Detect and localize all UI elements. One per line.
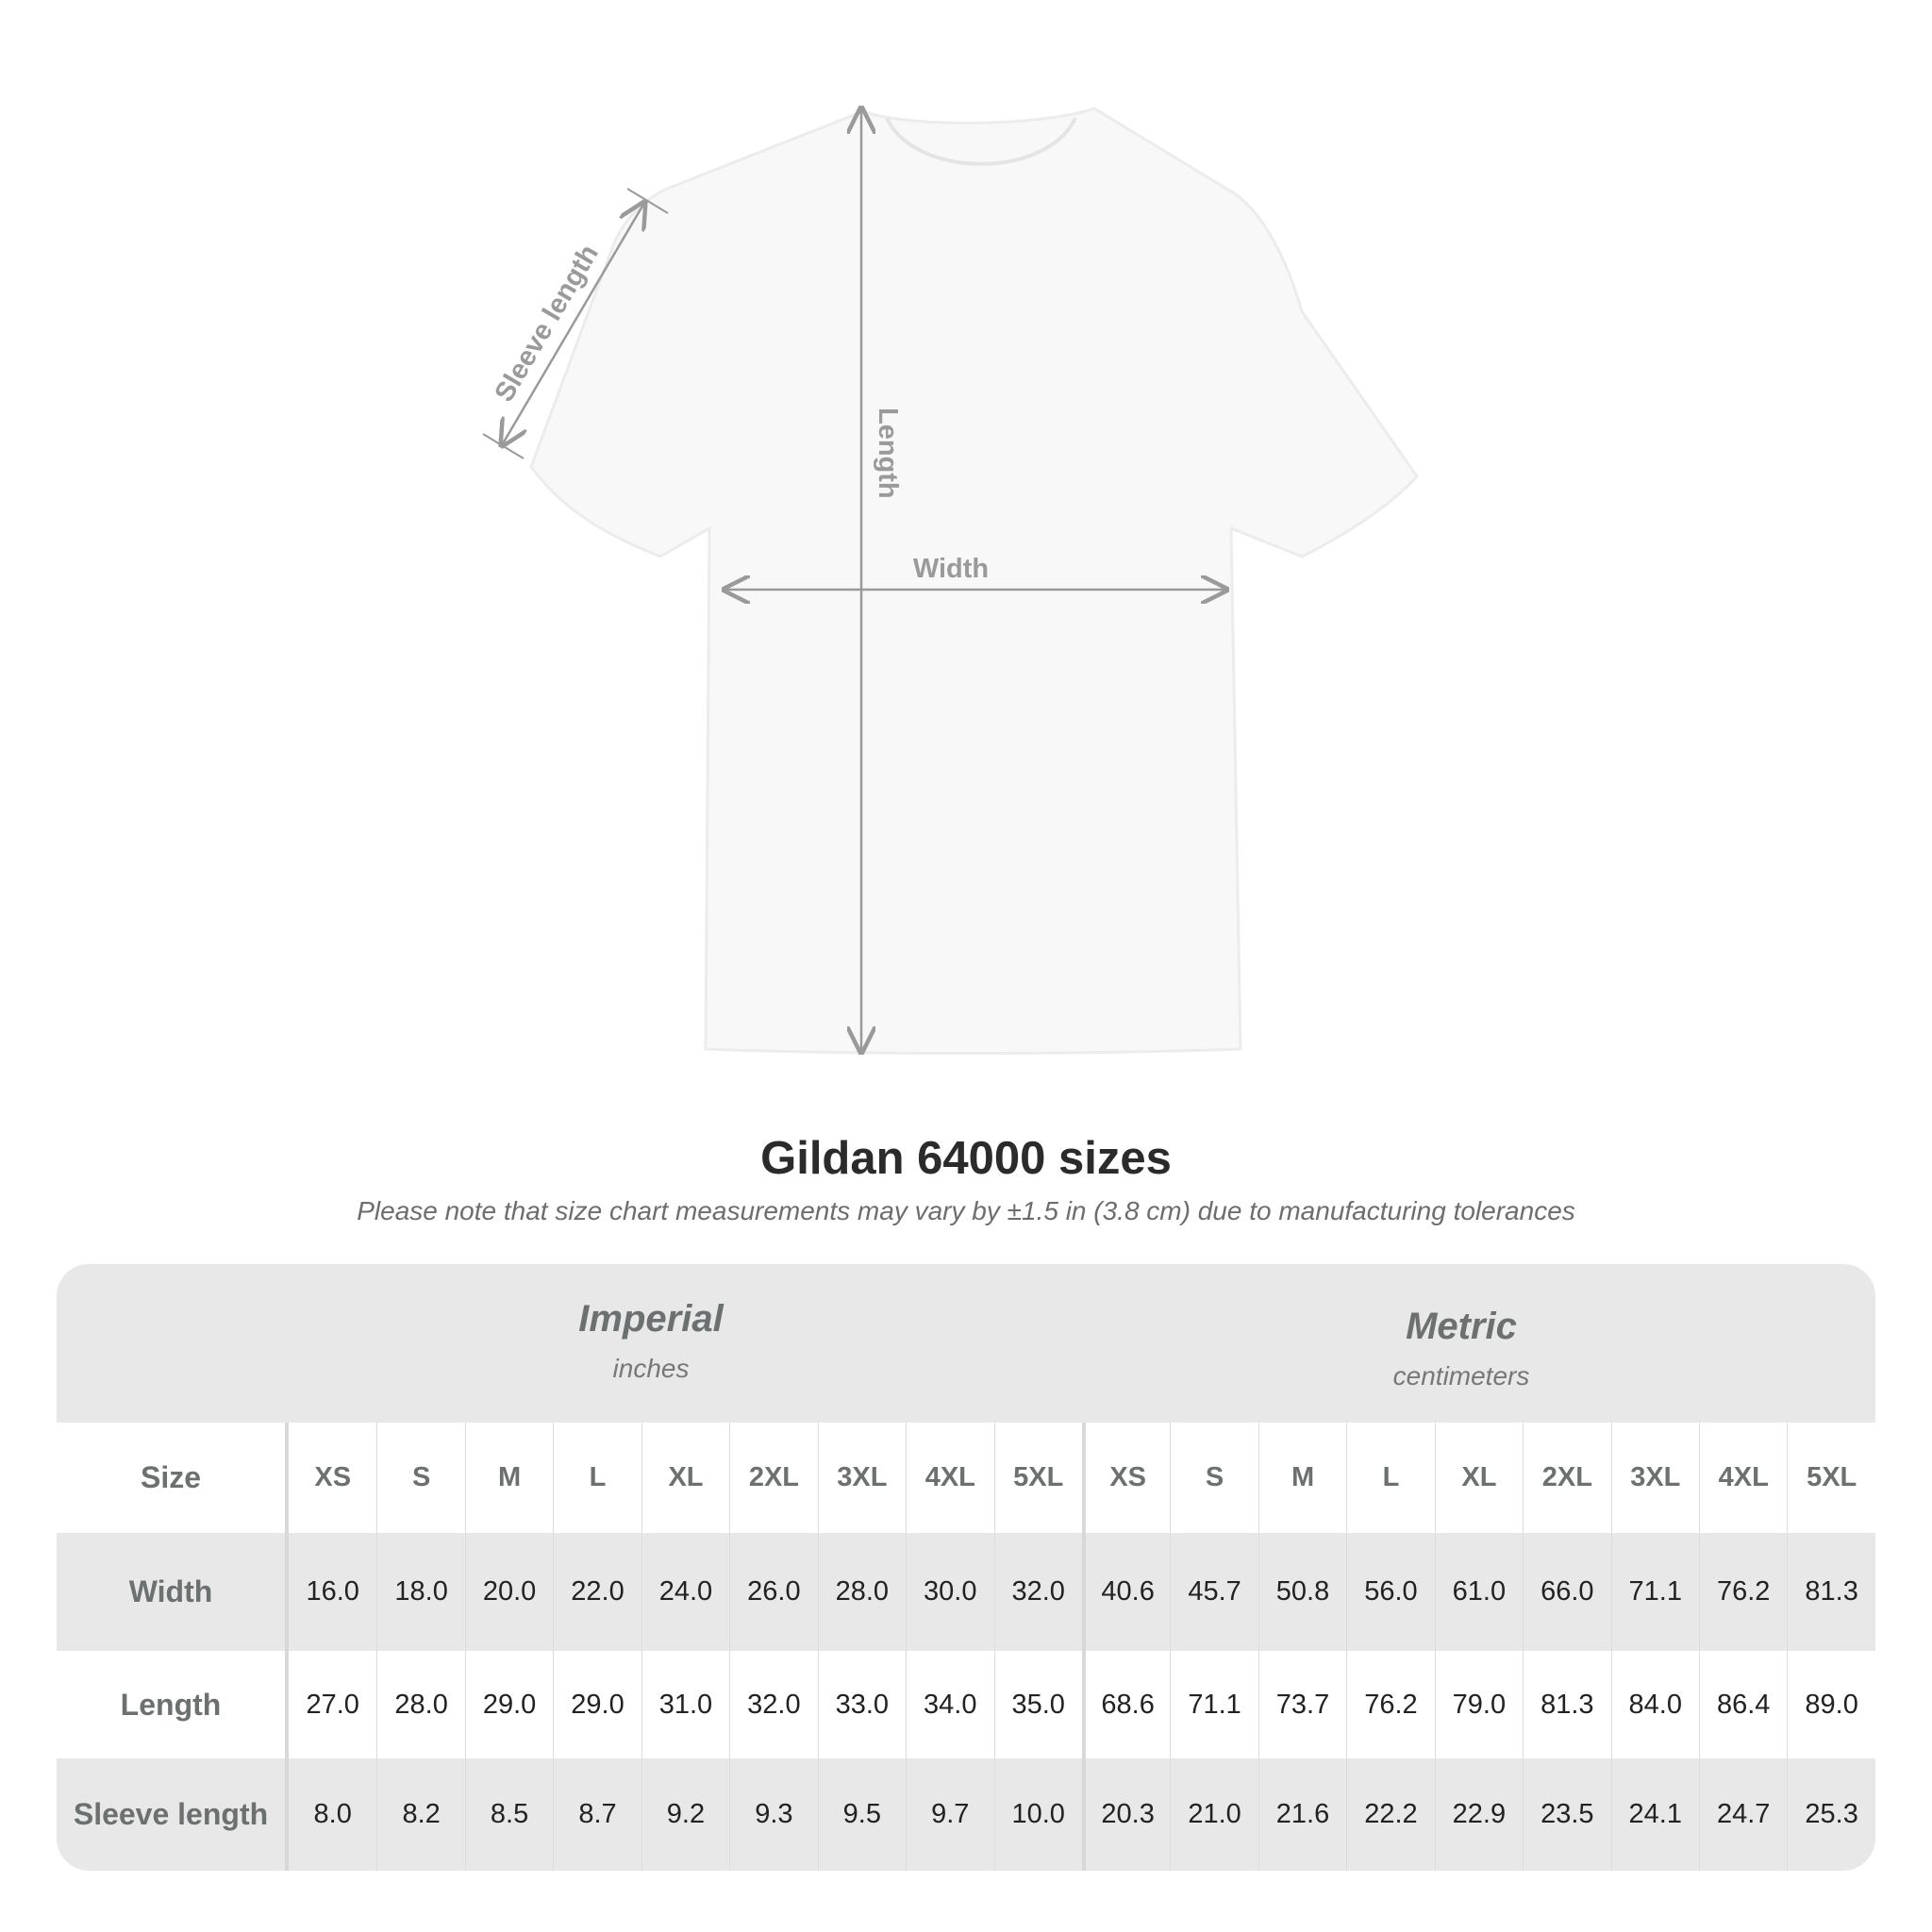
value-cell: 20.3: [1081, 1758, 1170, 1871]
value-cell: 9.7: [906, 1758, 993, 1871]
value-cell: 24.7: [1699, 1758, 1787, 1871]
value-cell: 66.0: [1523, 1533, 1610, 1651]
value-cell: 22.0: [553, 1533, 641, 1651]
value-cell: 23.5: [1523, 1758, 1610, 1871]
metric-title: Metric: [1406, 1306, 1517, 1347]
value-cell: 84.0: [1610, 1651, 1699, 1758]
row-label: Sleeve length: [57, 1758, 289, 1871]
value-cell: 28.0: [376, 1651, 464, 1758]
value-cell: 34.0: [906, 1651, 993, 1758]
value-cell: 21.0: [1170, 1758, 1257, 1871]
size-header-cell: S: [1170, 1423, 1257, 1533]
value-cell: 81.3: [1787, 1533, 1874, 1651]
tolerance-note: Please note that size chart measurements…: [357, 1196, 1575, 1225]
size-header-cell: XS: [314, 1462, 352, 1492]
value-cell: 71.1: [1170, 1651, 1257, 1758]
value-cell: 9.2: [641, 1758, 729, 1871]
value-cell: 27.0: [306, 1689, 359, 1720]
metric-header: Metric centimeters: [1178, 1306, 1744, 1391]
value-cell: 8.2: [376, 1758, 464, 1871]
value-cell: 33.0: [817, 1651, 906, 1758]
size-header-row: Size XS S M L XL 2XL 3XL 4XL 5XL XS S M L XL 2XL 3XL 4XL 5…: [57, 1423, 1875, 1533]
value-cell: 29.0: [553, 1651, 641, 1758]
value-cell: 56.0: [1346, 1533, 1434, 1651]
value-cell: 8.7: [553, 1758, 641, 1871]
value-cell: 26.0: [729, 1533, 817, 1651]
size-header-cell: L: [553, 1423, 641, 1533]
value-cell: 71.1: [1610, 1533, 1699, 1651]
value-cell: 8.5: [464, 1758, 553, 1871]
imperial-unit: inches: [612, 1354, 690, 1383]
value-cell: 22.9: [1434, 1758, 1523, 1871]
value-cell: 30.0: [906, 1533, 993, 1651]
value-cell: 32.0: [993, 1533, 1082, 1651]
value-cell: 21.6: [1257, 1758, 1346, 1871]
row-label: Length: [57, 1651, 289, 1758]
imperial-title: Imperial: [578, 1298, 724, 1340]
value-cell: 76.2: [1346, 1651, 1434, 1758]
size-header-cell: M: [464, 1423, 553, 1533]
size-header-cell: 5XL: [1787, 1423, 1874, 1533]
metric-unit: centimeters: [1392, 1361, 1530, 1391]
row-label: Size: [57, 1423, 289, 1533]
size-header-cell: 5XL: [993, 1423, 1082, 1533]
table-row: Length 27.0 28.0 29.0 29.0 31.0 32.0 33.0 34.0 35…: [57, 1651, 1875, 1758]
imperial-header: Imperial inches: [368, 1298, 934, 1384]
value-cell: 35.0: [993, 1651, 1082, 1758]
value-cell: 76.2: [1699, 1533, 1787, 1651]
value-cell: 25.3: [1787, 1758, 1874, 1871]
value-cell: 9.5: [817, 1758, 906, 1871]
value-cell: 68.6: [1081, 1651, 1170, 1758]
value-cell: 31.0: [641, 1651, 729, 1758]
length-label: Length: [873, 408, 903, 499]
value-cell: 9.3: [729, 1758, 817, 1871]
value-cell: 89.0: [1787, 1651, 1874, 1758]
value-cell: 50.8: [1257, 1533, 1346, 1651]
value-cell: 22.2: [1346, 1758, 1434, 1871]
value-cell: 32.0: [729, 1651, 817, 1758]
value-cell: 73.7: [1257, 1651, 1346, 1758]
value-cell: 81.3: [1523, 1651, 1610, 1758]
width-label: Width: [913, 554, 989, 584]
row-label: Width: [57, 1533, 289, 1651]
value-cell: 24.1: [1610, 1758, 1699, 1871]
value-cell: 28.0: [817, 1533, 906, 1651]
size-header-cell: 4XL: [906, 1423, 993, 1533]
size-header-cell: L: [1346, 1423, 1434, 1533]
tshirt-diagram: Length Width Sleeve length: [482, 0, 1419, 1094]
size-header-cell: 4XL: [1699, 1423, 1787, 1533]
sleeve-arrow: [502, 203, 644, 445]
size-header-cell: M: [1257, 1423, 1346, 1533]
size-header-cell: XL: [1434, 1423, 1523, 1533]
size-header-cell: 2XL: [1523, 1423, 1610, 1533]
value-cell: 45.7: [1170, 1533, 1257, 1651]
value-cell: 20.0: [464, 1533, 553, 1651]
size-header-cell: 3XL: [817, 1423, 906, 1533]
size-header-cell: S: [376, 1423, 464, 1533]
value-cell: 24.0: [641, 1533, 729, 1651]
size-table: Imperial inches Metric centimeters Size X…: [57, 1264, 1875, 1871]
value-cell: 8.0: [313, 1799, 352, 1829]
value-cell: 79.0: [1434, 1651, 1523, 1758]
size-header-cell: 3XL: [1610, 1423, 1699, 1533]
size-header-cell: XL: [641, 1423, 729, 1533]
value-cell: 29.0: [464, 1651, 553, 1758]
size-header-cell: XS: [1081, 1423, 1170, 1533]
value-cell: 61.0: [1434, 1533, 1523, 1651]
value-cell: 40.6: [1081, 1533, 1170, 1651]
size-header-cell: 2XL: [729, 1423, 817, 1533]
value-cell: 10.0: [993, 1758, 1082, 1871]
table-row: Sleeve length 8.0 8.2 8.5 8.7 9.2 9.3 9.5 9.7 10.…: [57, 1758, 1875, 1871]
value-cell: 16.0: [306, 1576, 359, 1607]
table-row: Width 16.0 18.0 20.0 22.0 24.0 26.0 28.0 30.0 32.…: [57, 1533, 1875, 1651]
value-cell: 18.0: [376, 1533, 464, 1651]
value-cell: 86.4: [1699, 1651, 1787, 1758]
page-title: Gildan 64000 sizes: [760, 1133, 1172, 1184]
